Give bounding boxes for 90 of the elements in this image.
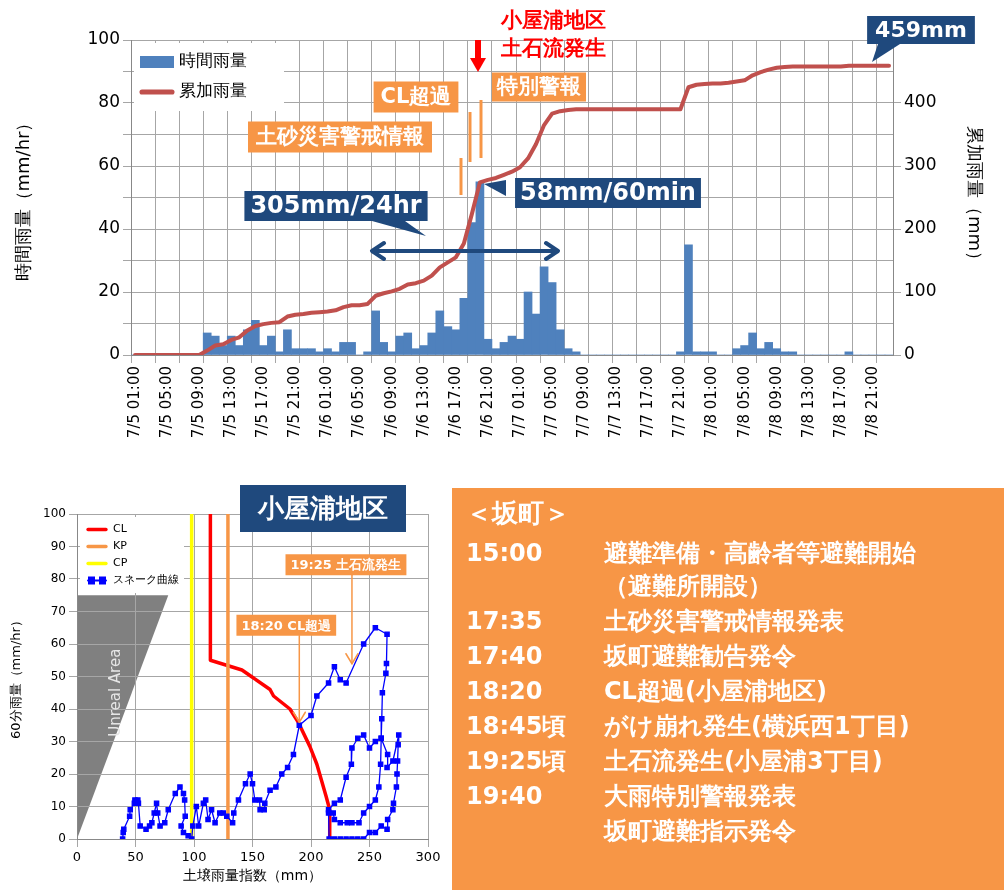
x-tick-label: 7/8 09:00 [766, 366, 785, 439]
x-tick-label: 7/7 05:00 [542, 366, 560, 439]
y2-axis-title: 累加雨量（mm） [964, 125, 986, 270]
legend-label: スネーク曲線 [113, 573, 179, 587]
y-tick-label: 50 [50, 668, 66, 683]
annotation: 58mm/60min [520, 178, 696, 207]
x-tick-label: 7/5 21:00 [285, 366, 304, 439]
x-tick-label: 7/8 17:00 [830, 366, 849, 439]
x-tick-label: 7/8 13:00 [798, 366, 817, 439]
text: がけ崩れ発生(横浜西1丁目) [604, 711, 910, 742]
x-tick-label: 50 [127, 849, 144, 865]
category-label: 19:25頃 [466, 746, 568, 777]
annotation: 305mm/24hr [250, 191, 422, 220]
x-tick-label: 200 [298, 849, 324, 865]
text: 大雨特別警報発表 [604, 781, 796, 812]
annotation: 土砂災害警戒情報 [255, 124, 424, 149]
text: 避難準備・高齢者等避難開始（避難所開設） [604, 538, 917, 602]
x-tick-label: 7/6 09:00 [381, 366, 400, 439]
x-tick-label: 150 [240, 849, 265, 865]
y2-tick-label: 300 [904, 154, 937, 175]
y-tick-label: 20 [98, 280, 120, 301]
y-tick-label: 80 [50, 571, 66, 586]
x-tick-label: 300 [415, 849, 441, 865]
x-tick-label: 7/7 17:00 [638, 366, 657, 439]
x-tick-label: 7/6 21:00 [477, 366, 496, 439]
x-tick-label: 7/5 13:00 [221, 366, 240, 439]
y-tick-label: 10 [50, 798, 66, 813]
y-tick-label: 60 [98, 154, 120, 175]
x-tick-label: 0 [72, 849, 82, 865]
x-tick-label: 7/5 09:00 [189, 366, 208, 439]
x-tick-label: 7/7 21:00 [670, 366, 689, 439]
category-label: 18:20 [466, 676, 544, 707]
y-tick-label: 100 [87, 28, 120, 49]
y-axis-title: 60分雨量（mm/hr） [8, 614, 24, 739]
annotation: 18:20 CL超過 [241, 617, 333, 633]
annotation: 特別警報 [496, 74, 581, 99]
x-tick-label: 7/6 01:00 [317, 366, 336, 439]
legend-label: 時間雨量 [179, 50, 247, 71]
x-tick-label: 7/6 17:00 [445, 366, 464, 439]
y2-tick-label: 400 [904, 91, 937, 112]
x-axis-title: 土壌雨量指数（mm） [182, 867, 323, 884]
x-tick-label: 7/7 09:00 [574, 366, 593, 439]
category-label: 19:40 [466, 781, 544, 812]
category-label: 18:45頃 [466, 711, 568, 742]
annotation: CL超過 [380, 84, 452, 109]
text: ＜坂町＞ [466, 497, 571, 530]
legend-label: CL [113, 522, 128, 536]
x-tick-label: 7/6 13:00 [413, 366, 432, 439]
category-label: 17:35 [466, 606, 544, 637]
x-tick-label: 7/5 17:00 [253, 366, 272, 439]
y-tick-label: 100 [43, 506, 66, 521]
y-axis-title: 時間雨量（mm/hr） [12, 113, 34, 282]
legend-label: 累加雨量 [179, 80, 247, 101]
y-tick-label: 20 [50, 766, 66, 781]
text: CL超過(小屋浦地区) [604, 676, 827, 707]
legend-label: CP [113, 556, 128, 570]
legend-label: KP [113, 539, 128, 553]
y2-tick-label: 100 [904, 280, 937, 301]
y-tick-label: 0 [109, 343, 120, 364]
x-tick-label: 250 [357, 849, 382, 865]
annotation: 459mm [875, 16, 967, 42]
text: 坂町避難勧告発令 [604, 641, 796, 672]
x-tick-label: 7/5 05:00 [156, 366, 175, 439]
x-tick-label: 7/7 01:00 [509, 366, 528, 439]
x-tick-label: 7/8 01:00 [702, 366, 721, 439]
x-tick-label: 7/8 21:00 [862, 366, 881, 439]
y-tick-label: 90 [50, 538, 66, 553]
y2-tick-label: 200 [904, 217, 937, 238]
x-tick-label: 100 [181, 849, 207, 865]
y-tick-label: 60 [50, 636, 66, 651]
annotation: 19:25 土石流発生 [290, 557, 402, 573]
text: 土砂災害警戒情報発表 [604, 606, 844, 637]
text: 土石流発生(小屋浦3丁目) [604, 746, 883, 777]
category-label: 15:00 [466, 538, 544, 569]
x-tick-label: 7/5 01:00 [124, 366, 143, 439]
y-tick-label: 70 [50, 603, 66, 618]
text: 坂町避難指示発令 [604, 816, 796, 847]
annotation: Unreal Area [105, 648, 124, 737]
y-tick-label: 40 [50, 701, 66, 716]
y2-tick-label: 0 [904, 343, 915, 364]
y-tick-label: 80 [98, 91, 120, 112]
annotation: 小屋浦地区土石流発生 [499, 8, 606, 61]
chart-title: 小屋浦地区 [240, 485, 406, 532]
x-tick-label: 7/7 13:00 [606, 366, 625, 439]
x-tick-label: 7/8 05:00 [734, 366, 753, 439]
y-tick-label: 0 [58, 831, 66, 846]
y-tick-label: 30 [50, 733, 66, 748]
x-tick-label: 7/6 05:00 [349, 366, 368, 439]
category-label: 17:40 [466, 641, 544, 672]
y-tick-label: 40 [98, 217, 120, 238]
